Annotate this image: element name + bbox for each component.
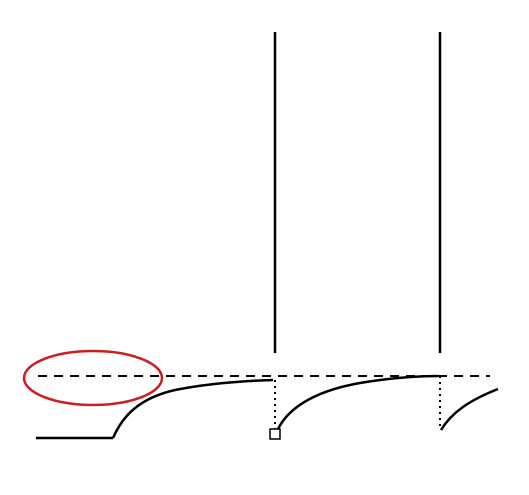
recovery-curve-2 — [276, 374, 439, 430]
highlight-ellipse — [22, 349, 164, 407]
recovery-curve-3 — [439, 387, 499, 431]
reset-square-marker — [269, 428, 281, 440]
recovery-curve-1 — [111, 378, 274, 439]
